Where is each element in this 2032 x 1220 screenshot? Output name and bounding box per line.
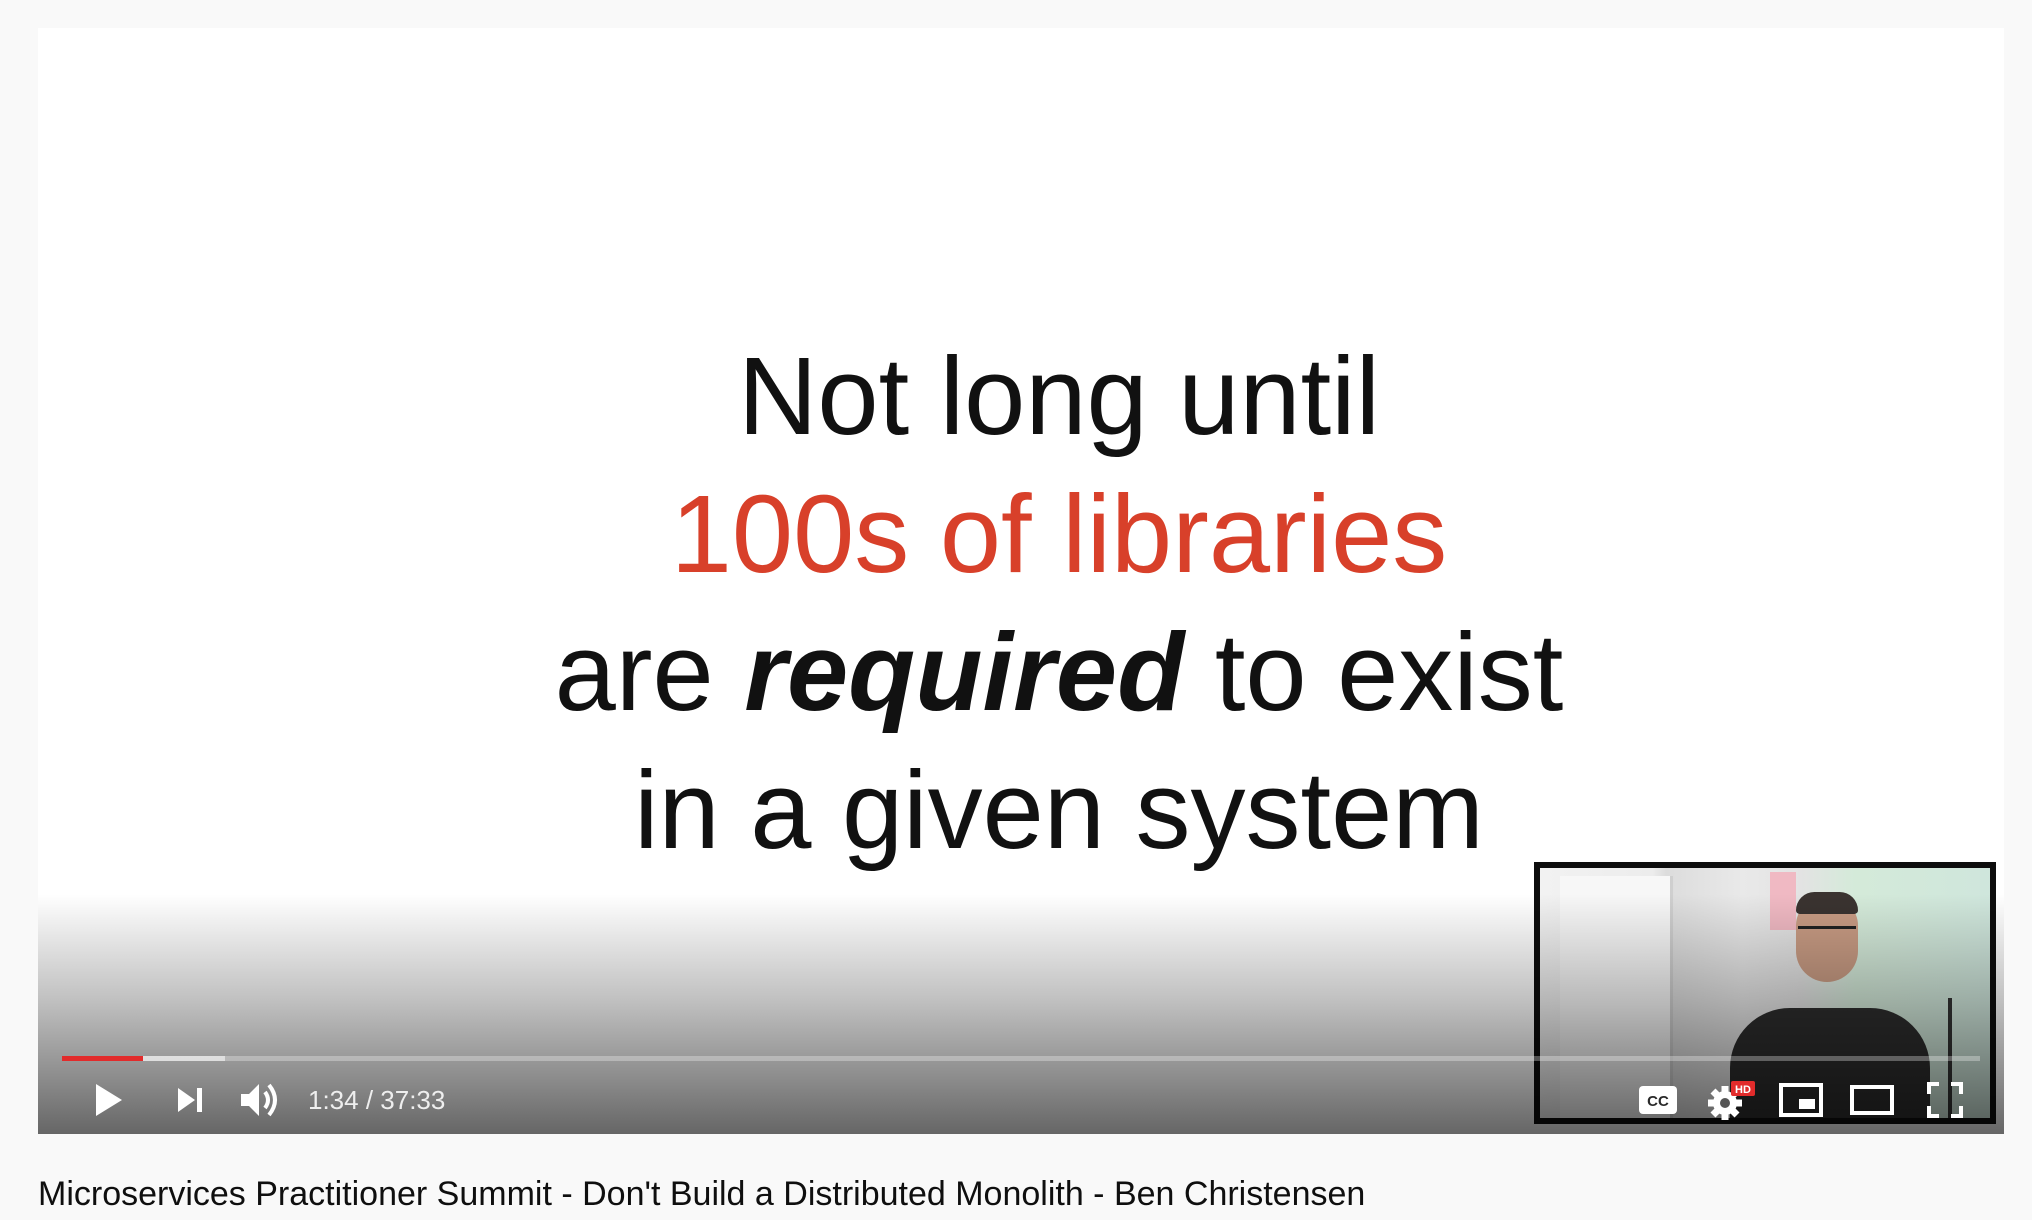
hd-badge-label: HD bbox=[1735, 1084, 1751, 1096]
player-controls: 1:34 / 37:33 CC HD bbox=[38, 1068, 2004, 1132]
fullscreen-button[interactable] bbox=[1918, 1076, 1972, 1124]
slide-line-4: in a given system bbox=[634, 749, 1484, 872]
settings-button[interactable]: HD bbox=[1704, 1076, 1760, 1124]
slide-line-3-post: to exist bbox=[1184, 611, 1564, 734]
captions-button[interactable]: CC bbox=[1632, 1076, 1684, 1124]
play-button[interactable] bbox=[84, 1076, 132, 1124]
slide-line-2: 100s of libraries bbox=[670, 473, 1448, 596]
next-icon bbox=[178, 1088, 202, 1112]
miniplayer-button[interactable] bbox=[1774, 1076, 1828, 1124]
progress-buffered bbox=[62, 1056, 226, 1061]
time-display: 1:34 / 37:33 bbox=[308, 1085, 446, 1115]
slide-line-3: are required to exist bbox=[38, 604, 2004, 742]
video-title: Microservices Practitioner Summit - Don'… bbox=[38, 1175, 1366, 1213]
slide-line-3-pre: are bbox=[554, 611, 745, 734]
miniplayer-icon bbox=[1779, 1083, 1823, 1117]
theater-mode-icon bbox=[1850, 1085, 1894, 1115]
slide-line-3-emphasis: required bbox=[744, 611, 1185, 734]
captions-label: CC bbox=[1647, 1093, 1669, 1110]
theater-mode-button[interactable] bbox=[1844, 1076, 1900, 1124]
captions-icon: CC bbox=[1639, 1086, 1677, 1114]
mute-button[interactable] bbox=[236, 1076, 284, 1124]
progress-played bbox=[62, 1056, 143, 1061]
settings-icon: HD bbox=[1708, 1081, 1755, 1120]
volume-icon bbox=[241, 1083, 277, 1117]
play-icon bbox=[96, 1084, 122, 1116]
slide-line-1: Not long until bbox=[737, 335, 1381, 458]
progress-bar[interactable] bbox=[62, 1056, 1980, 1061]
next-button[interactable] bbox=[166, 1076, 214, 1124]
slide-text: Not long until 100s of libraries are req… bbox=[38, 328, 2004, 880]
video-player[interactable]: Not long until 100s of libraries are req… bbox=[38, 28, 2004, 1134]
fullscreen-icon bbox=[1927, 1082, 1963, 1118]
hd-badge bbox=[1731, 1081, 1755, 1096]
